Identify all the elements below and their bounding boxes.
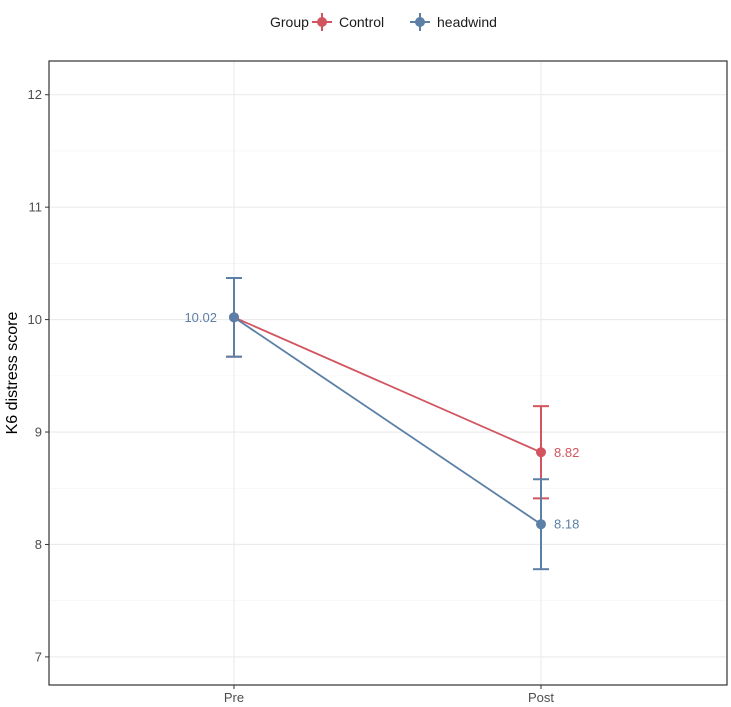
series-line	[233, 316, 542, 525]
x-tick-label: Post	[528, 690, 554, 705]
major-gridlines	[49, 61, 727, 685]
data-label: 8.82	[554, 445, 579, 460]
minor-gridlines	[49, 150, 727, 602]
y-tick-label: 7	[35, 649, 42, 664]
y-tick-label: 12	[28, 87, 42, 102]
plot-background	[49, 61, 727, 685]
data-point	[536, 519, 546, 530]
legend-item-headwind: headwind	[410, 13, 497, 31]
plot-panel: 8.82 10.02 8.18	[48, 60, 728, 686]
series-line	[233, 316, 542, 454]
y-tick-label: 8	[35, 537, 42, 552]
panel-border	[48, 60, 728, 686]
legend-label: headwind	[437, 14, 497, 30]
legend-key-point	[415, 17, 425, 27]
y-axis-title: K6 distress score	[4, 312, 21, 435]
legend-item-control: Control	[312, 13, 384, 31]
x-tick-label: Pre	[224, 690, 244, 705]
legend-key-point	[317, 17, 327, 27]
series-headwind: 10.02 8.18	[184, 276, 579, 571]
legend-title: Group	[270, 14, 309, 30]
legend: Group Control headwind	[270, 13, 497, 31]
x-axis: Pre Post	[224, 685, 554, 705]
legend-label: Control	[339, 14, 384, 30]
data-point	[229, 312, 239, 323]
y-tick-label: 11	[29, 200, 43, 215]
data-label: 8.18	[554, 517, 579, 532]
y-tick-label: 9	[35, 425, 42, 440]
y-tick-label: 10	[28, 312, 42, 327]
series-layer: 8.82 10.02 8.18	[184, 276, 579, 571]
data-point	[536, 447, 546, 458]
y-axis: 7 8 9 10 11 12	[28, 87, 49, 664]
data-label: 10.02	[184, 310, 217, 325]
